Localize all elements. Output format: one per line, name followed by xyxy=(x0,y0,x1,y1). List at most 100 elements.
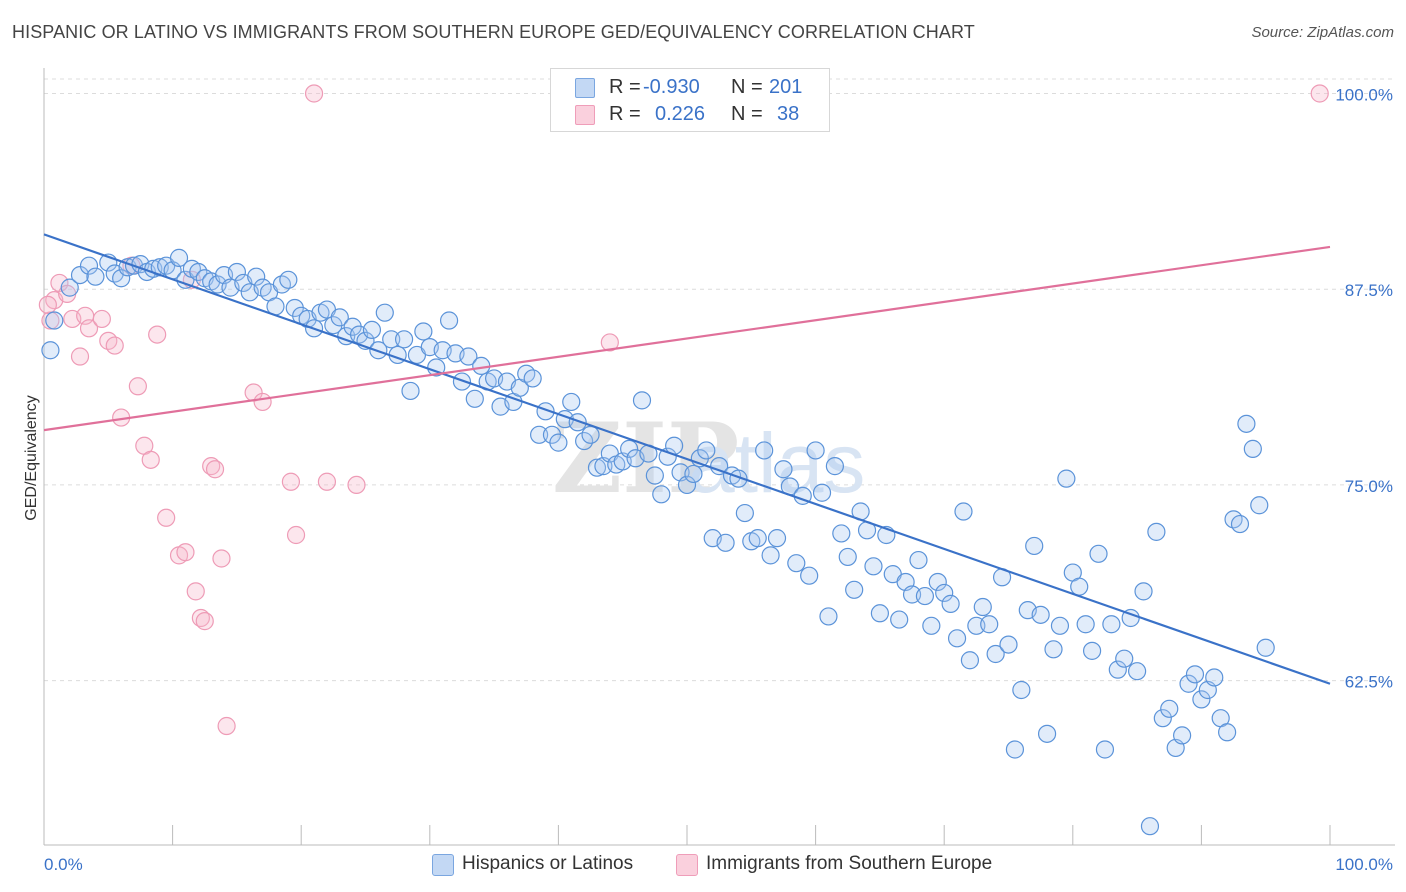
blue-point xyxy=(1205,668,1224,687)
blue-point xyxy=(79,256,99,275)
blue-point xyxy=(1179,674,1198,693)
pink-point xyxy=(38,295,57,314)
blue-point xyxy=(729,469,748,488)
pink-series-points xyxy=(38,84,1329,736)
blue-point xyxy=(279,270,298,289)
blue-point xyxy=(658,447,677,466)
blue-point xyxy=(1005,740,1025,759)
blue-point xyxy=(645,466,664,485)
watermark-atlas: atlas xyxy=(688,416,865,510)
blue-point xyxy=(41,341,60,360)
blue-point xyxy=(761,546,780,565)
blue-point xyxy=(459,347,478,366)
blue-point xyxy=(774,460,793,479)
blue-point xyxy=(1115,649,1134,668)
blue-point xyxy=(1076,615,1095,634)
chart-title: HISPANIC OR LATINO VS IMMIGRANTS FROM SO… xyxy=(12,22,975,42)
blue-point xyxy=(45,311,64,330)
pink-point xyxy=(79,319,99,338)
blue-point xyxy=(1082,641,1102,660)
blue-point xyxy=(1134,582,1153,601)
pink-point xyxy=(347,475,366,494)
blue-point xyxy=(812,483,832,502)
blue-point xyxy=(1070,577,1089,596)
bottom-legend-label-pink: Immigrants from Southern Europe xyxy=(706,853,993,874)
bottom-legend-label-blue: Hispanics or Latinos xyxy=(462,853,634,874)
blue-point xyxy=(587,458,607,477)
blue-point xyxy=(112,269,131,288)
blue-point xyxy=(832,524,851,543)
blue-point xyxy=(568,413,587,432)
pink-point xyxy=(176,543,195,562)
blue-trend-line xyxy=(43,233,1331,685)
blue-point xyxy=(1031,605,1050,624)
pink-point xyxy=(141,450,160,469)
blue-point xyxy=(632,391,652,410)
pink-point xyxy=(304,84,324,103)
blue-point xyxy=(247,267,266,286)
blue-point xyxy=(1095,740,1115,759)
axes xyxy=(43,68,1395,846)
blue-point xyxy=(890,610,909,629)
blue-point xyxy=(1108,660,1127,679)
y-tick-label: 87.5% xyxy=(1345,281,1393,300)
blue-point xyxy=(562,392,581,412)
blue-point xyxy=(915,586,935,606)
blue-point xyxy=(1012,680,1031,700)
y-axis-title: GED/Equivalency xyxy=(23,395,40,520)
y-tick-label: 100.0% xyxy=(1335,85,1393,104)
blue-point xyxy=(394,330,414,349)
x-tick-label-max: 100.0% xyxy=(1335,855,1393,874)
blue-point xyxy=(947,629,967,648)
pink-point xyxy=(253,392,272,412)
blue-point xyxy=(362,320,382,339)
blue-point xyxy=(1044,640,1063,659)
blue-point xyxy=(414,322,433,341)
blue-point xyxy=(1256,638,1275,657)
pink-point xyxy=(600,333,619,352)
bottom-legend-swatch-blue xyxy=(432,854,454,876)
blue-point xyxy=(1140,817,1160,836)
blue-point xyxy=(1025,536,1044,556)
blue-point xyxy=(1218,723,1237,742)
blue-point xyxy=(999,635,1018,654)
blue-point xyxy=(935,583,954,603)
blue-point xyxy=(767,529,787,548)
blue-point xyxy=(819,607,838,626)
pink-point xyxy=(281,472,301,491)
blue-point xyxy=(980,615,999,634)
blue-point xyxy=(620,439,639,458)
blue-point xyxy=(1057,469,1076,488)
blue-series-points xyxy=(41,248,1275,836)
blue-point xyxy=(787,554,806,573)
stats-legend: R = -0.930 N = 201 R = 0.226 N = 38 xyxy=(550,68,830,132)
pink-trend-line xyxy=(43,245,1331,432)
blue-point xyxy=(800,566,819,585)
blue-point xyxy=(710,457,729,476)
blue-point xyxy=(1153,709,1172,728)
blue-point xyxy=(960,651,980,670)
blue-point xyxy=(86,267,105,286)
blue-point xyxy=(1185,665,1205,684)
blue-point xyxy=(1230,514,1250,534)
blue-point xyxy=(755,441,774,460)
blue-point xyxy=(716,533,735,552)
blue-point xyxy=(523,369,542,388)
blue-point xyxy=(845,580,864,599)
pink-point xyxy=(148,325,167,344)
blue-point xyxy=(697,441,716,460)
pink-point xyxy=(217,716,236,736)
blue-point xyxy=(1173,726,1192,745)
legend-r-value-pink: 0.226 xyxy=(655,103,706,125)
blue-point xyxy=(581,425,600,444)
source-label: Source: ZipAtlas.com xyxy=(1251,24,1394,41)
pink-point xyxy=(105,336,124,355)
blue-point xyxy=(549,433,568,452)
blue-point xyxy=(677,475,697,494)
legend-n-value-pink: 38 xyxy=(777,103,800,125)
y-tick-label: 62.5% xyxy=(1345,673,1393,692)
pink-point xyxy=(317,472,337,491)
blue-point xyxy=(973,597,992,617)
blue-point xyxy=(748,529,767,548)
